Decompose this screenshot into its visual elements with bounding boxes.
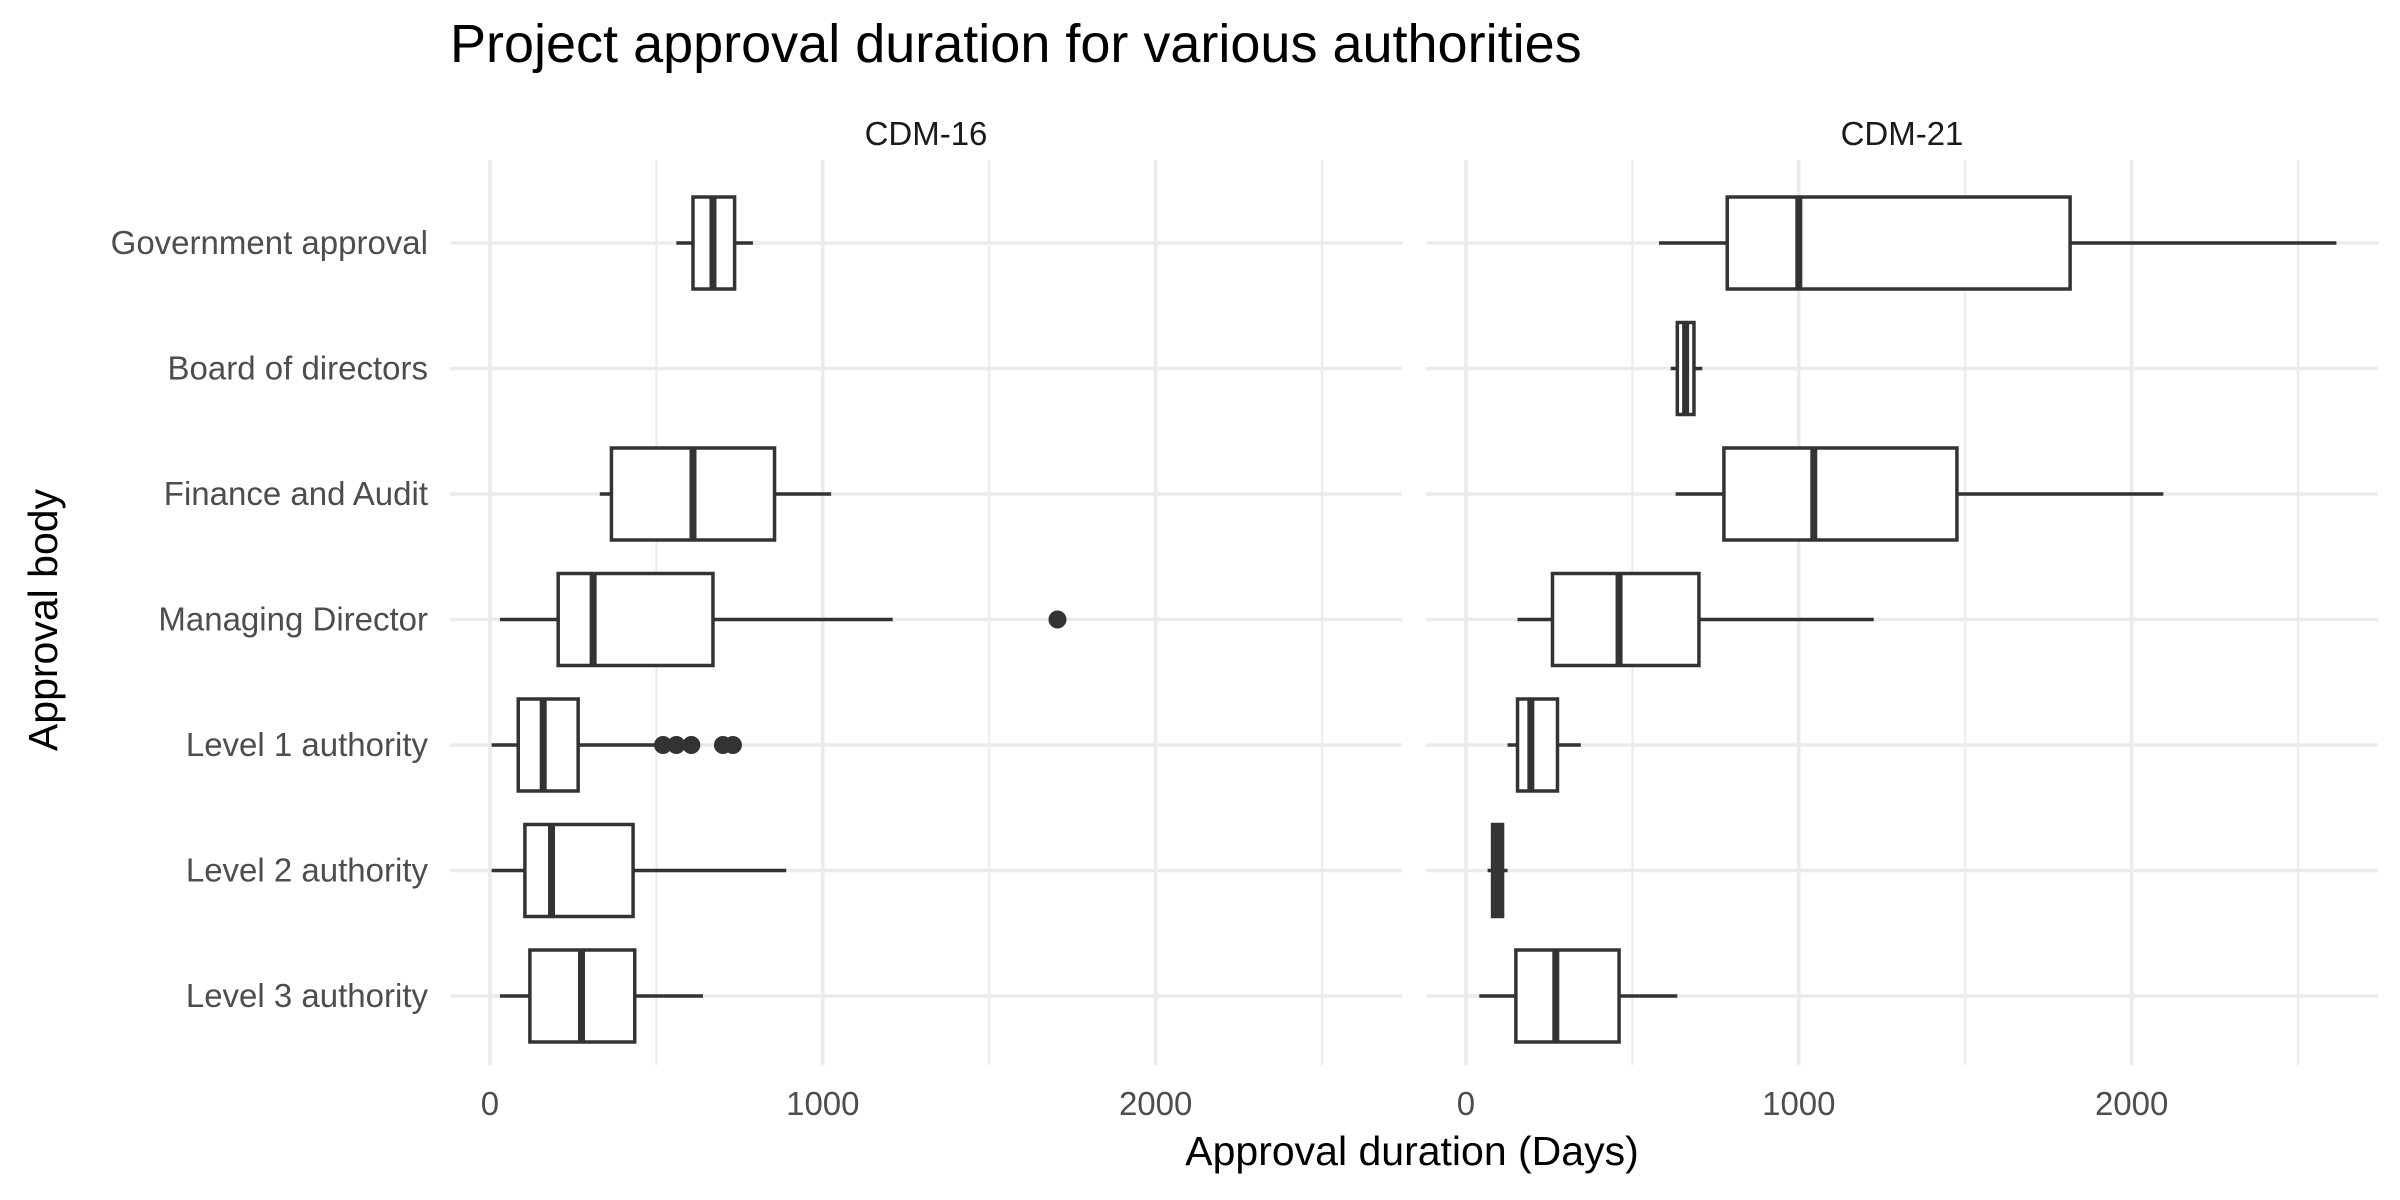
chart-title: Project approval duration for various au… xyxy=(450,14,1582,74)
box-group xyxy=(676,195,753,291)
y-axis-title: Approval body xyxy=(20,488,66,751)
box-group xyxy=(491,822,787,919)
facet-panel: CDM-16 0 1000 2000 xyxy=(450,115,1402,1122)
box-iqr xyxy=(1725,195,2072,291)
box-group xyxy=(499,948,703,1044)
box-group xyxy=(1507,697,1581,793)
x-tick-label: 1000 xyxy=(1762,1085,1835,1122)
x-axis-title: Approval duration (Days) xyxy=(1185,1128,1638,1174)
category-label: Level 3 authority xyxy=(186,977,429,1014)
box-group xyxy=(1479,948,1678,1044)
category-label: Board of directors xyxy=(168,350,428,387)
box-group xyxy=(1659,195,2337,291)
category-label: Level 1 authority xyxy=(186,726,429,763)
outlier-point xyxy=(723,736,742,754)
box-group xyxy=(1675,446,2164,542)
box-group xyxy=(1487,822,1508,919)
box-iqr xyxy=(1722,446,1959,542)
x-tick-label: 1000 xyxy=(786,1085,859,1122)
category-label: Managing Director xyxy=(158,601,428,638)
outlier-point xyxy=(667,736,686,754)
box-iqr xyxy=(516,697,580,793)
x-tick-label: 2000 xyxy=(2095,1085,2168,1122)
outlier-point xyxy=(682,736,701,754)
box-iqr xyxy=(1515,697,1560,793)
category-axis-labels: Government approval Board of directors Fin… xyxy=(111,224,429,1014)
box-group xyxy=(1517,571,1874,668)
box-group xyxy=(499,571,1067,668)
category-label: Level 2 authority xyxy=(186,852,429,889)
box-group xyxy=(1670,320,1703,417)
category-label: Government approval xyxy=(111,224,428,261)
box-iqr xyxy=(1550,571,1701,668)
facet-label: CDM-21 xyxy=(1841,115,1964,152)
facet-label: CDM-16 xyxy=(865,115,988,152)
box-iqr xyxy=(556,571,715,668)
x-tick-label: 0 xyxy=(481,1085,499,1122)
facet-panels: CDM-16 0 1000 2000 CDM-21 0 1000 2000 xyxy=(450,115,2378,1122)
facet-panel: CDM-21 0 1000 2000 xyxy=(1426,115,2378,1122)
category-label: Finance and Audit xyxy=(164,475,428,512)
outlier-point xyxy=(654,736,673,754)
x-tick-label: 0 xyxy=(1457,1085,1475,1122)
outlier-point xyxy=(1048,610,1067,629)
box-iqr xyxy=(1514,948,1621,1044)
box-group xyxy=(491,697,742,793)
x-tick-label: 2000 xyxy=(1119,1085,1192,1122)
box-iqr xyxy=(523,822,635,919)
box-group xyxy=(599,446,832,542)
